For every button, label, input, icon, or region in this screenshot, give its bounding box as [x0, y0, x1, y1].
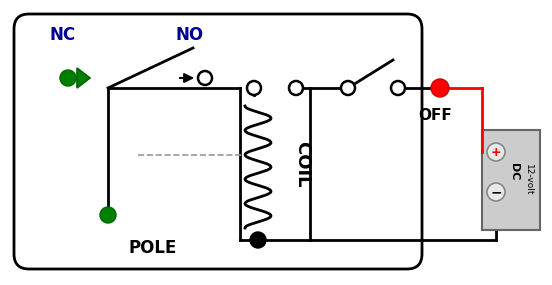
- Circle shape: [431, 79, 449, 97]
- Circle shape: [198, 71, 212, 85]
- Text: NO: NO: [176, 26, 204, 44]
- Text: +: +: [491, 146, 501, 158]
- Circle shape: [487, 143, 505, 161]
- Circle shape: [60, 70, 76, 86]
- Text: DC: DC: [509, 163, 519, 181]
- Circle shape: [487, 183, 505, 201]
- Circle shape: [100, 207, 116, 223]
- Polygon shape: [77, 68, 90, 88]
- Text: POLE: POLE: [129, 239, 177, 257]
- Circle shape: [289, 81, 303, 95]
- FancyBboxPatch shape: [14, 14, 422, 269]
- Bar: [482, 130, 540, 230]
- Text: OFF: OFF: [418, 108, 452, 123]
- Circle shape: [250, 232, 266, 248]
- Circle shape: [341, 81, 355, 95]
- Text: −: −: [490, 185, 502, 199]
- Text: 12-volt: 12-volt: [523, 164, 533, 196]
- Circle shape: [247, 81, 261, 95]
- Text: COIL: COIL: [293, 141, 311, 187]
- Text: NC: NC: [50, 26, 76, 44]
- Circle shape: [391, 81, 405, 95]
